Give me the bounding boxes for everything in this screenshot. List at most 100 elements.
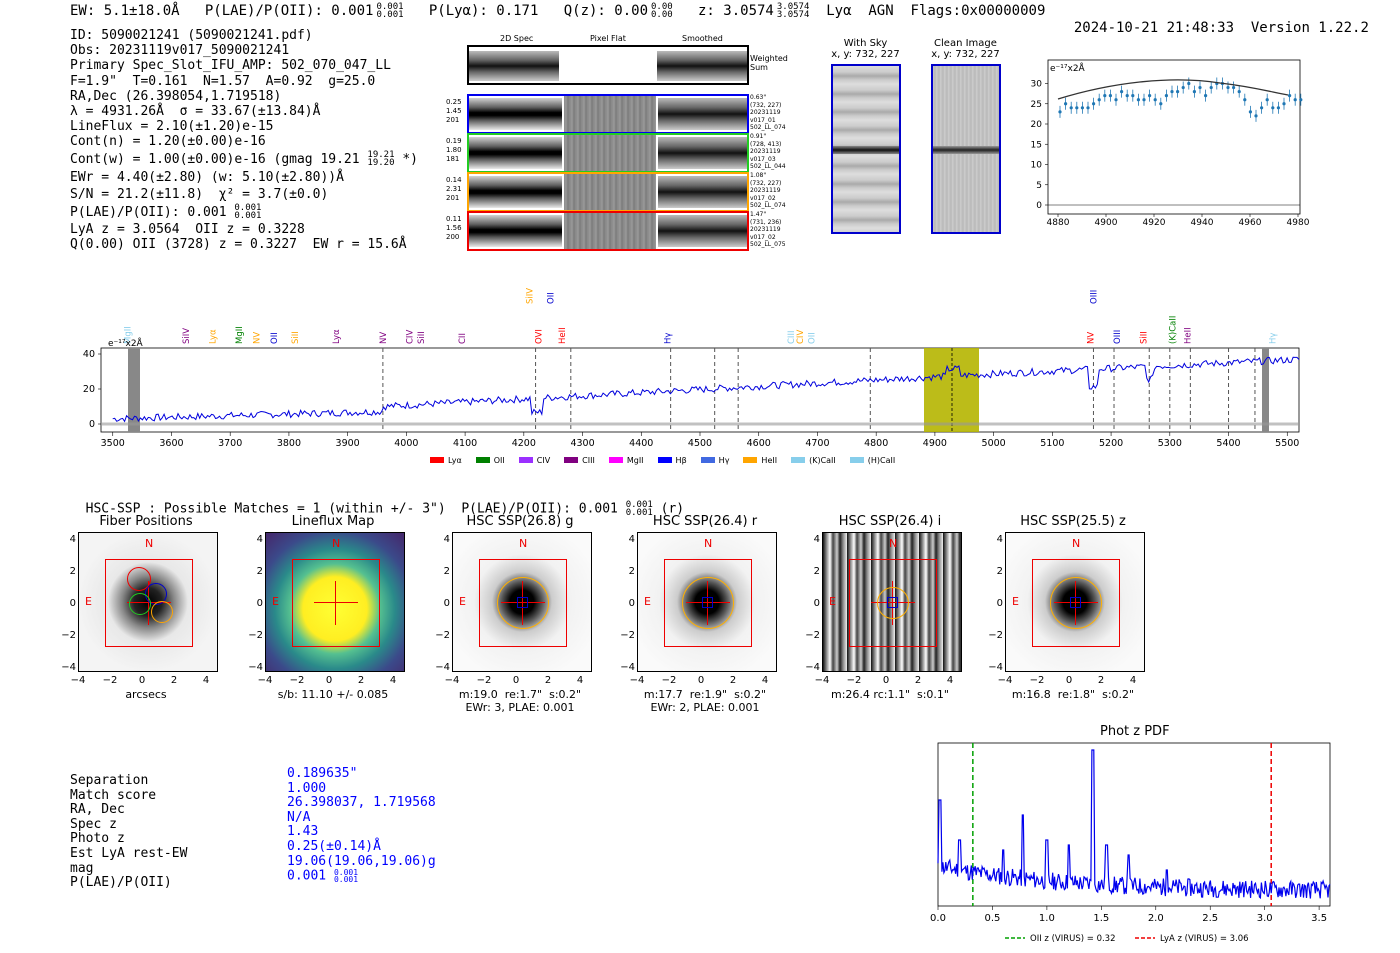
legend-swatch <box>475 457 490 463</box>
match-value: 0.001 0.001 0.001 <box>287 869 436 884</box>
spectral-line-label: CIII <box>787 331 797 344</box>
hsc-caption-1: m:17.7 re:1.9" s:0.2" <box>643 688 767 701</box>
spectral-line-label: OVI <box>535 329 545 344</box>
zoom-xtick-label: 4880 <box>1047 218 1070 228</box>
east-label: E <box>644 595 651 608</box>
info-lambda: λ = 4931.26Å σ = 33.67(±13.84)Å <box>70 104 321 120</box>
aperture-box <box>1032 559 1120 647</box>
weighted-sum-cutout <box>467 45 749 85</box>
hsc-panel: HSC SSP(25.5) z N E 4 2 0 −2 −4 −4 −2 0 2 4 m:16.8… <box>988 512 1153 722</box>
zoom-point <box>1159 102 1163 106</box>
legend-swatch <box>743 457 758 463</box>
cutout-row-stats: 0.11 1.56 200 <box>446 215 462 241</box>
match-values: 0.189635" 1.000 26.398037, 1.719568 N/A 1.43… <box>287 766 436 884</box>
zoom-point <box>1092 102 1096 106</box>
legend-swatch <box>849 457 864 463</box>
spec-xtick-label: 4700 <box>805 438 829 449</box>
center-box <box>887 597 898 608</box>
header-z: z: 3.0574 <box>698 3 774 19</box>
hsc-caption-2: EWr: 3, PLAE: 0.001 <box>465 701 575 714</box>
info-plae-sup: 0.001 <box>234 203 262 214</box>
match-label: Spec z <box>70 816 117 832</box>
zoom-xtick-label: 4920 <box>1143 218 1166 228</box>
east-label: E <box>85 595 92 608</box>
cutout-row-meta: 1.08" (732, 227) 20231119 v017_02 502_LL… <box>750 172 786 210</box>
spectral-line-label-upper: OIII <box>1089 290 1099 304</box>
zoom-fit-curve <box>1057 79 1289 100</box>
zoom-point <box>1187 81 1191 86</box>
zoom-point <box>1243 98 1247 102</box>
zoom-point <box>1271 106 1275 110</box>
north-label: N <box>519 537 528 550</box>
hsc-ytick: −2 <box>435 630 450 641</box>
hsc-xtick: 2 <box>544 675 552 686</box>
spec-xtick-label: 4100 <box>453 438 477 449</box>
spec-ytick-label: 20 <box>83 384 95 395</box>
spectral-line-label: MgII <box>123 326 133 344</box>
hsc-ytick: −4 <box>61 662 76 673</box>
zoom-ytick-label: 20 <box>1031 120 1043 130</box>
spectral-line-label: Hγ <box>1269 333 1279 344</box>
zoom-point <box>1260 106 1264 110</box>
info-contw: Cont(w) = 1.00(±0.00)e-16 (gmag 19.21 19… <box>70 150 418 170</box>
zoom-spectrum-chart: e⁻¹⁷x2Å 0 5 10 15 20 25 30 4880 4900 4920 4940 496… <box>1031 59 1310 228</box>
legend-swatch <box>564 457 579 463</box>
spectrum-line <box>112 356 1300 423</box>
hsc-ytick: 4 <box>69 534 76 545</box>
hsc-ytick: 2 <box>996 566 1003 577</box>
match-label: Est LyA rest-EW <box>70 845 188 861</box>
zoom-point <box>1198 85 1202 90</box>
spec-xticks: 3500 3600 3700 3800 3900 4000 4100 4200 4300 4400… <box>101 432 1299 449</box>
photz-curve <box>937 749 1331 900</box>
hsc-xtick: −2 <box>1029 675 1045 686</box>
spectral-line-label: OII <box>808 332 818 344</box>
match-label: Photo z <box>70 831 125 847</box>
match-labels: Separation Match score RA, Dec Spec z Photo … <box>70 773 188 891</box>
spectral-line-label: CIV <box>405 330 415 344</box>
header-plae: P(LAE)/P(OII): 0.001 <box>204 3 374 19</box>
hsc-panel-title: Lineflux Map <box>291 514 375 529</box>
zoom-point <box>1069 106 1073 110</box>
aperture-box <box>849 559 937 647</box>
east-label: E <box>1012 595 1019 608</box>
spec-xtick-label: 4200 <box>512 438 536 449</box>
hsc-ytick: 0 <box>69 598 76 609</box>
spec-xtick-label: 4500 <box>688 438 712 449</box>
source-ellipse <box>497 577 549 629</box>
match-value: 1.000 <box>287 780 327 796</box>
aperture-box <box>479 559 567 647</box>
zoom-xtick-label: 4960 <box>1239 218 1262 228</box>
hsc-image: N E <box>637 532 777 672</box>
zoom-point <box>1265 98 1269 102</box>
photz-chart: 0.0 0.5 1.0 1.5 2.0 2.5 3.0 3.5 OII z (VIRUS) =… <box>930 742 1331 944</box>
hsc-ytick: 0 <box>443 598 450 609</box>
hsc-caption-1: m:19.0 re:1.7" s:0.2" <box>458 688 582 701</box>
clean-image <box>931 64 1001 234</box>
spec-xtick-label: 4900 <box>923 438 947 449</box>
center-box <box>517 597 528 608</box>
zoom-point <box>1064 102 1068 106</box>
hsc-image: N E <box>265 532 405 672</box>
line-highlight <box>924 348 979 432</box>
zoom-point <box>1164 94 1168 98</box>
hsc-xtick: −2 <box>102 675 118 686</box>
clean-coords: x, y: 732, 227 <box>931 49 1000 60</box>
legend-item: Hγ <box>700 456 729 465</box>
cutout-row <box>467 133 749 173</box>
hsc-ytick: −4 <box>805 662 820 673</box>
header-qz: Q(z): 0.00 <box>563 3 649 19</box>
hsc-ytick: 2 <box>256 566 263 577</box>
spectral-line-label: CIV <box>796 330 806 344</box>
hsc-panel: Lineflux Map N E 4 2 0 −2 −4 −4 −2 0 2 4 s/b: 11.1… <box>248 512 413 722</box>
match-value: N/A <box>287 809 311 825</box>
with-sky-image <box>831 64 901 234</box>
hsc-ytick: 4 <box>996 534 1003 545</box>
line-labels: MgII SiIV Lyα MgII NV OII SiII Lyα NV CIV SiII CII O… <box>123 316 1278 344</box>
legend-item: HeII <box>743 456 777 465</box>
spec-xtick-label: 4800 <box>864 438 888 449</box>
zoom-point <box>1058 110 1062 114</box>
hsc-xtick: 2 <box>170 675 178 686</box>
zoom-ytick-label: 0 <box>1036 201 1042 211</box>
match-value: 0.189635" <box>287 766 358 781</box>
hsc-xtick: 4 <box>389 675 397 686</box>
